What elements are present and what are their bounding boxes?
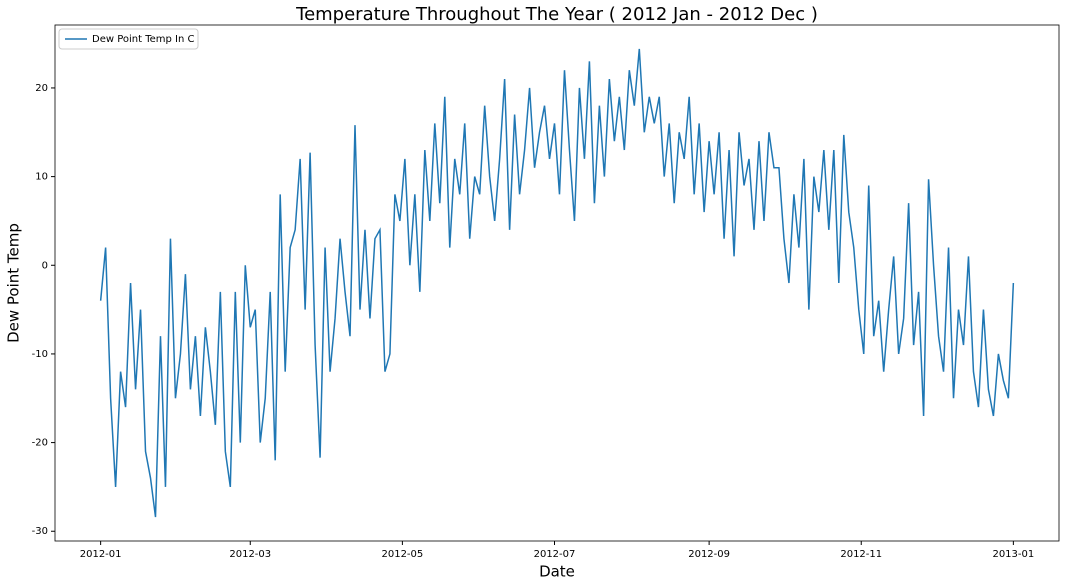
plot-area <box>54 24 1060 542</box>
x-tick-label: 2012-03 <box>229 549 271 560</box>
x-tick-label: 2013-01 <box>992 549 1034 560</box>
x-tick-label: 2012-05 <box>381 549 423 560</box>
x-tick-label: 2012-07 <box>534 549 576 560</box>
y-tick-label: -20 <box>32 438 48 449</box>
x-tick-label: 2012-01 <box>80 549 122 560</box>
y-axis-label: Dew Point Temp <box>5 223 23 343</box>
y-tick-label: -10 <box>32 349 48 360</box>
y-tick-label: 10 <box>35 172 48 183</box>
legend-box <box>58 28 199 50</box>
legend-label: Dew Point Temp In C <box>92 34 195 45</box>
y-tick-label: -30 <box>32 526 48 537</box>
x-axis-label: Date <box>539 563 575 581</box>
y-tick-label: 0 <box>42 260 48 271</box>
y-tick-label: 20 <box>35 83 48 94</box>
line-series <box>99 48 1015 518</box>
x-tick-label: 2012-09 <box>688 549 730 560</box>
x-tick-label: 2012-11 <box>840 549 882 560</box>
chart-title: Temperature Throughout The Year ( 2012 J… <box>295 4 818 25</box>
